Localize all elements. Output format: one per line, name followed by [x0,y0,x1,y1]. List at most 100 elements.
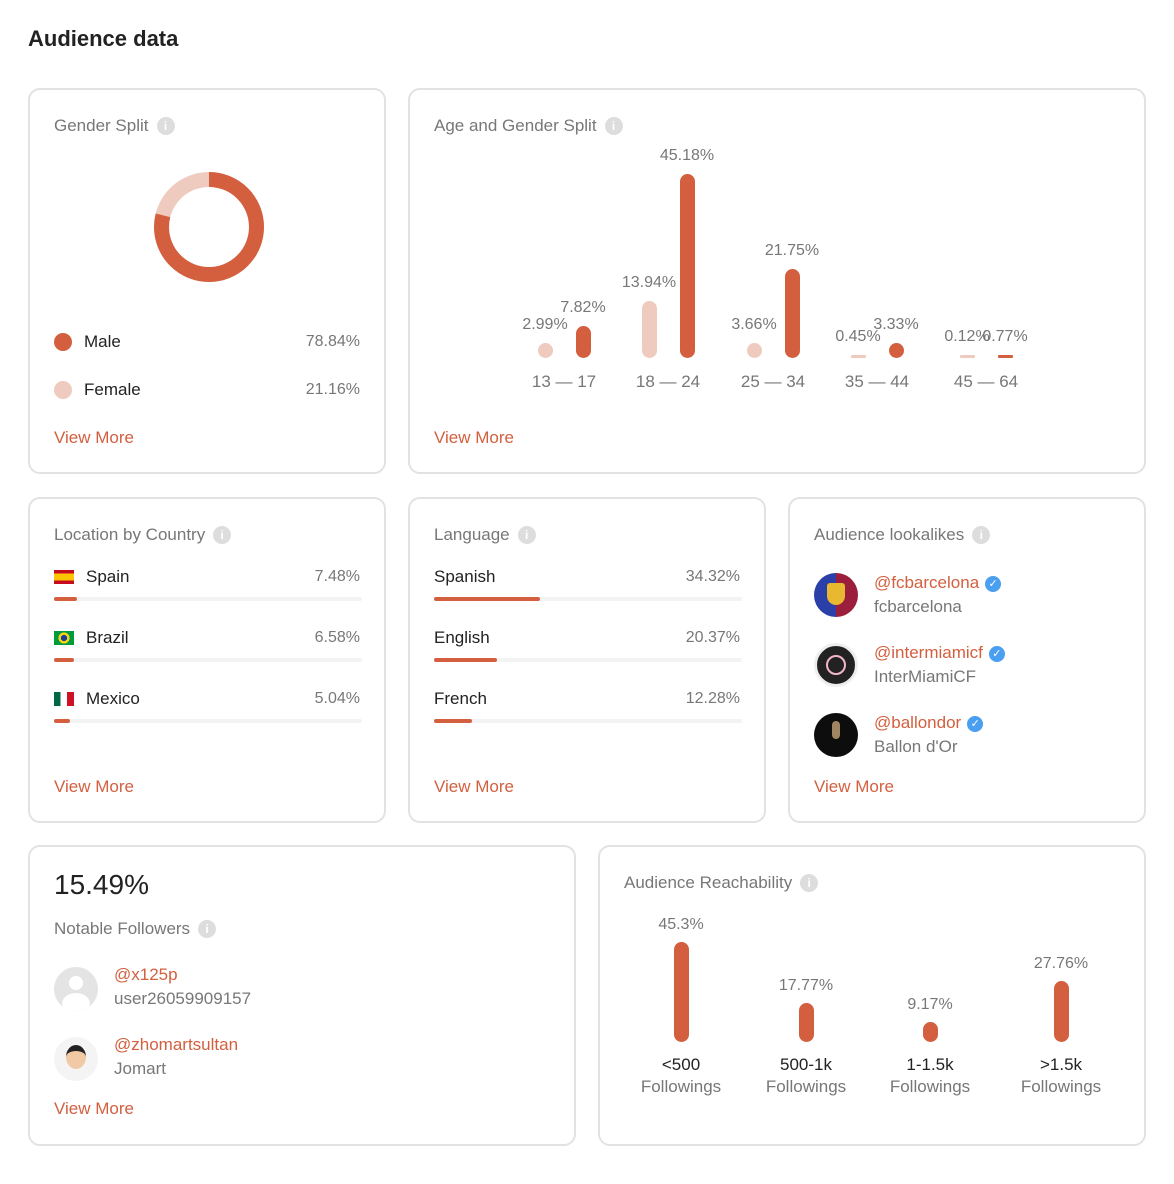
age-bar-label: 0.77% [982,327,1028,345]
lookalike-handle[interactable]: @fcbarcelona [874,573,980,592]
age-chart: 2.99% 7.82% 13 — 17 13.94% 45.18% 18 — 24 3.66… [410,90,1144,472]
page-title: Audience data [28,26,179,51]
gender-donut [154,172,264,282]
age-bar-female [850,355,866,358]
reach-category-sub: Followings [1020,1077,1102,1096]
age-bar-male [784,269,800,358]
legend-value: 21.16% [305,381,360,398]
gender-split-card: Gender Split i Male 78.84% Female 21.16% … [28,88,386,474]
verified-icon: ✓ [985,575,1002,592]
lookalike-name: fcbarcelona [874,597,962,616]
language-value: 34.32% [685,568,740,585]
lookalike-handle[interactable]: @intermiamicf [874,643,983,662]
view-more-link[interactable]: View More [54,1099,134,1118]
fcbarcelona-avatar[interactable] [814,573,858,617]
age-bar-label: 2.99% [522,316,568,333]
location-progress-track [54,597,362,601]
age-group-label: 25 — 34 [740,372,806,391]
list-row: Brazil 6.58% [54,628,360,648]
language-progress-fill [434,597,540,601]
location-value: 5.04% [314,690,360,707]
mx-flag-icon [54,692,74,706]
card-title: Gender Split [54,116,149,135]
info-icon[interactable]: i [198,920,217,938]
legend-label: Female [84,380,141,399]
view-more-link[interactable]: View More [54,428,134,447]
view-more-link[interactable]: View More [54,777,134,796]
zhomartsultan-avatar[interactable] [54,1037,98,1081]
follower-handle[interactable]: @zhomartsultan [114,1035,239,1054]
list-row: Spanish 34.32% [434,567,740,587]
age-bar-female [959,355,975,358]
view-more-link[interactable]: View More [814,777,894,796]
location-label: Mexico [86,689,140,708]
info-icon[interactable]: i [604,117,623,135]
info-icon[interactable]: i [800,874,819,892]
reach-bar-label: 27.76% [1033,954,1089,972]
age-bar-female [537,343,553,358]
lookalike-name: Ballon d'Or [874,737,958,756]
card-title: Language [434,525,510,544]
female-dot-icon [54,381,72,399]
follower-name: user26059909157 [114,989,252,1008]
verified-icon: ✓ [988,645,1005,662]
list-row: Spain 7.48% [54,567,360,587]
age-bar-label: 0.45% [835,328,881,345]
ballondor-avatar[interactable] [814,713,858,757]
intermiami-avatar[interactable] [814,643,858,687]
legend-value: 78.84% [305,333,360,350]
age-gender-card: Age and Gender Split i 2.99% 7.82% 13 — 17 1… [408,88,1146,474]
language-progress-track [434,597,742,601]
reach-category-label: <500 [661,1055,701,1074]
age-bar-label: 3.66% [731,316,777,333]
card-title: Audience Reachability [624,873,793,892]
reach-category-sub: Followings [765,1077,847,1096]
notable-percentage: 15.49% [54,869,149,900]
info-icon[interactable]: i [517,526,536,544]
location-progress-track [54,719,362,723]
info-icon[interactable]: i [156,117,175,135]
age-bar-male [575,326,591,358]
location-progress-track [54,658,362,662]
age-group-label: 45 — 64 [953,372,1019,391]
age-bar-label: 45.18% [659,147,715,165]
follower-name: Jomart [114,1059,166,1078]
info-icon[interactable]: i [213,526,232,544]
age-bar-label: 21.75% [764,242,820,260]
info-icon[interactable]: i [972,526,991,544]
reach-chart: 45.3% <500 Followings 17.77% 500-1k Following… [600,847,1144,1144]
legend-label: Male [84,332,121,351]
location-progress-fill [54,597,78,601]
location-value: 6.58% [314,629,360,646]
reach-category-sub: Followings [640,1077,722,1096]
lookalike-handle[interactable]: @ballondor [874,713,962,732]
card-title: Audience lookalikes [814,525,965,544]
view-more-link[interactable]: View More [434,428,514,447]
age-bar-male [888,343,904,358]
reach-category-label: 1-1.5k [906,1055,954,1074]
br-flag-icon [54,631,74,645]
language-value: 20.37% [685,629,740,646]
view-more-link[interactable]: View More [434,777,514,796]
card-title: Age and Gender Split [434,116,597,135]
language-card: Language i Spanish 34.32% English 20.37% Fren… [408,497,766,823]
reach-bar-label: 9.17% [907,995,953,1013]
default-avatar[interactable] [54,967,98,1011]
language-progress-track [434,719,742,723]
follower-handle[interactable]: @x125p [114,965,178,984]
language-label: Spanish [434,567,496,586]
reach-category-label: 500-1k [780,1055,832,1074]
lookalikes-card: Audience lookalikes i @fcbarcelona ✓ fcbarc… [788,497,1146,823]
notable-followers-card: 15.49% Notable Followers i @x125p user2605… [28,845,576,1146]
location-progress-fill [54,719,70,723]
language-progress-track [434,658,742,662]
verified-icon: ✓ [967,715,984,732]
location-progress-fill [54,658,75,662]
location-label: Brazil [86,628,129,647]
age-bar-female [641,301,657,358]
language-progress-fill [434,719,472,723]
age-bar-female [746,343,762,358]
reach-bar [922,1021,938,1042]
reach-category-sub: Followings [889,1077,971,1096]
reach-bar [798,1002,814,1042]
